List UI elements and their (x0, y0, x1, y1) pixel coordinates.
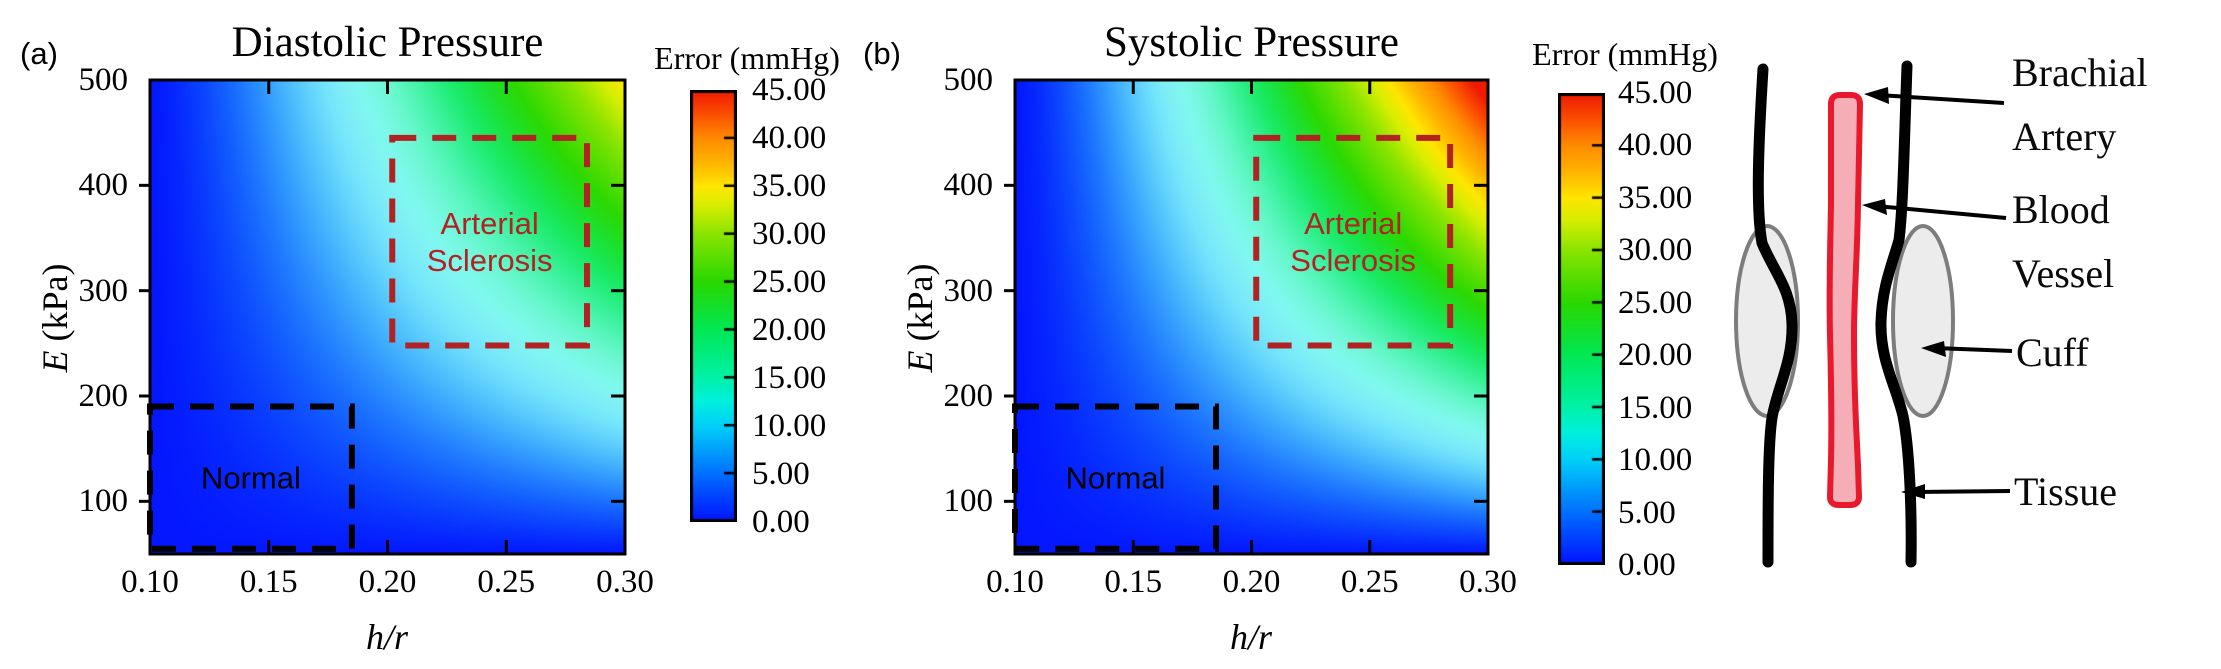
x-tick-label: 0.25 (1340, 564, 1399, 600)
colorbar-tick-label: 20.00 (752, 312, 827, 348)
y-tick-label: 100 (78, 483, 129, 520)
x-tick-label: 0.10 (986, 564, 1044, 600)
y-tick-label: 300 (943, 272, 994, 309)
x-tick-label: 0.15 (1104, 564, 1163, 600)
annotation-box (147, 403, 355, 552)
heatmap-a-overlay (139, 78, 627, 556)
arrow-blood-vessel (1875, 204, 2007, 220)
colorbar-a-title: Error (mmHg) (654, 40, 840, 76)
panel-a-title: Diastolic Pressure (231, 19, 544, 66)
colorbar-tick-label: 10.00 (1618, 442, 1693, 479)
arrowhead-brachial-artery (1864, 87, 1889, 104)
arrow-brachial-artery (1877, 93, 2005, 105)
panel-b-x-axis-label: h/r (1229, 617, 1273, 657)
colorbar-b (1558, 93, 1605, 565)
heatmap-b (1015, 80, 1488, 554)
colorbar-tick-label: 20.00 (1618, 337, 1693, 374)
colorbar-tick-label: 35.00 (1618, 179, 1693, 216)
y-tick-label: 300 (78, 272, 129, 309)
heatmap-a (150, 80, 625, 554)
label-blood-vessel: Blood Vessel (2012, 187, 2115, 296)
colorbar-tick-label: 45.00 (752, 72, 827, 108)
colorbar-tick-label: 30.00 (752, 216, 827, 252)
x-tick-label: 0.30 (1459, 564, 1517, 600)
arrow-cuff (1934, 346, 2013, 353)
colorbar-tick-label: 5.00 (1618, 494, 1676, 531)
annotation-normal-b: Normal (1065, 460, 1166, 496)
annotation-arterial-sclerosis-b: Arterial Sclerosis (1290, 205, 1417, 278)
panel-b-label: (b) (863, 36, 901, 71)
colorbar-a (690, 90, 737, 522)
colorbar-tick-label: 40.00 (1618, 127, 1693, 164)
colorbar-tick-label: 30.00 (1618, 232, 1693, 269)
x-tick-label: 0.20 (1222, 564, 1281, 600)
y-tick-label: 400 (943, 167, 994, 204)
y-tick-label: 100 (943, 483, 994, 520)
x-tick-label: 0.15 (239, 564, 298, 600)
colorbar-tick-label: 45.00 (1618, 75, 1693, 111)
y-tick-label: 400 (78, 167, 129, 204)
arrowhead-cuff (1921, 341, 1946, 357)
y-tick-label: 500 (78, 62, 129, 98)
colorbar-b-title: Error (mmHg) (1532, 36, 1718, 72)
annotation-normal-a: Normal (200, 460, 301, 496)
colorbar-tick-label: 10.00 (752, 408, 827, 444)
colorbar-tick-label: 0.00 (1618, 547, 1676, 583)
cuff-right-bladder (1891, 224, 1955, 418)
colorbar-tick-label: 25.00 (1618, 284, 1693, 321)
annotation-arterial-sclerosis-a: Arterial Sclerosis (426, 205, 553, 278)
y-tick-label: 200 (943, 378, 994, 414)
colorbar-tick-label: 35.00 (752, 168, 827, 204)
panel-a-x-axis-label: h/r (365, 617, 409, 657)
tissue-line-left (1752, 63, 1798, 568)
y-tick-label: 200 (78, 378, 129, 414)
arrowhead-tissue (1901, 484, 1925, 499)
arrowhead-blood-vessel (1862, 199, 1887, 215)
arrow-tissue (1914, 489, 2011, 494)
x-tick-label: 0.10 (121, 564, 179, 600)
label-tissue: Tissue (2014, 469, 2118, 514)
annotation-arrows (1862, 87, 2013, 499)
colorbar-tick-label: 15.00 (1618, 389, 1693, 426)
x-tick-label: 0.25 (477, 564, 536, 600)
colorbar-tick-label: 15.00 (752, 360, 827, 396)
annotation-box (1253, 134, 1454, 349)
colorbar-tick-label: 5.00 (752, 456, 810, 492)
heatmap-b-overlay (1004, 78, 1490, 556)
y-tick-label: 500 (943, 62, 994, 98)
x-tick-label: 0.20 (358, 564, 417, 600)
colorbar-tick-label: 25.00 (752, 264, 827, 300)
colorbar-tick-label: 0.00 (752, 504, 810, 540)
colorbar-tick-label: 40.00 (752, 120, 827, 156)
annotation-box (389, 134, 590, 349)
panel-a-label: (a) (20, 36, 58, 71)
brachial-artery-vessel (1826, 92, 1863, 508)
tissue-line-right (1875, 60, 1917, 568)
panel-b-title: Systolic Pressure (1103, 19, 1400, 66)
label-cuff: Cuff (2016, 330, 2089, 375)
label-brachial-artery: Brachial Artery (2012, 50, 2148, 159)
x-tick-label: 0.30 (596, 564, 654, 600)
annotation-box (1012, 403, 1220, 552)
